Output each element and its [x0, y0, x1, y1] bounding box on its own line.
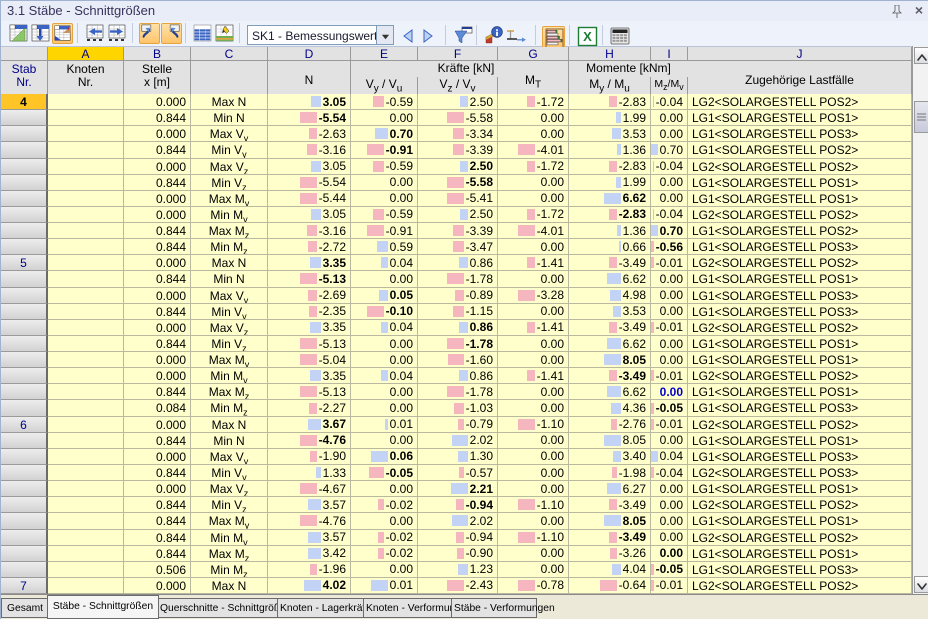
svg-text:X: X	[583, 29, 592, 44]
